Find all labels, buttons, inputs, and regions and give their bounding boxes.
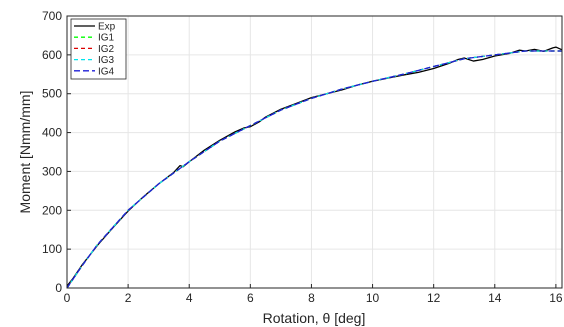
legend-box: [70, 18, 127, 80]
axis-ticks: 0 2 4 6 8 10 12 14 16 0 100 200 300 400 500 600 700: [42, 9, 563, 305]
x-tick-label: 14: [488, 291, 502, 305]
x-tick-label: 0: [64, 291, 71, 305]
legend-label-ig4: IG4: [98, 66, 115, 77]
x-tick-label: 8: [308, 291, 315, 305]
x-tick-label: 2: [125, 291, 132, 305]
legend-label-ig2: IG2: [98, 44, 115, 55]
y-tick-label: 100: [42, 242, 62, 256]
y-tick-label: 300: [42, 164, 62, 178]
legend-label-ig1: IG1: [98, 33, 115, 44]
plot-frame: [66, 15, 563, 289]
x-tick-label: 16: [549, 291, 563, 305]
legend-label-exp: Exp: [98, 22, 116, 33]
x-tick-label: 4: [186, 291, 193, 305]
series-line-ig4: [66, 50, 562, 289]
plot-background: [67, 16, 562, 288]
y-tick-label: 700: [42, 9, 62, 23]
y-tick-label: 200: [42, 203, 62, 217]
series-layer: [66, 46, 563, 289]
legend-label-ig3: IG3: [98, 55, 115, 66]
y-axis-label: Moment [Nmm/mm]: [17, 91, 33, 214]
x-tick-label: 12: [427, 291, 441, 305]
y-tick-label: 500: [42, 87, 62, 101]
y-tick-label: 600: [42, 48, 62, 62]
y-tick-label: 0: [55, 281, 62, 295]
x-tick-label: 10: [366, 291, 380, 305]
y-tick-label: 400: [42, 126, 62, 140]
x-tick-label: 6: [247, 291, 254, 305]
x-axis-label: Rotation, θ [deg]: [263, 310, 366, 326]
